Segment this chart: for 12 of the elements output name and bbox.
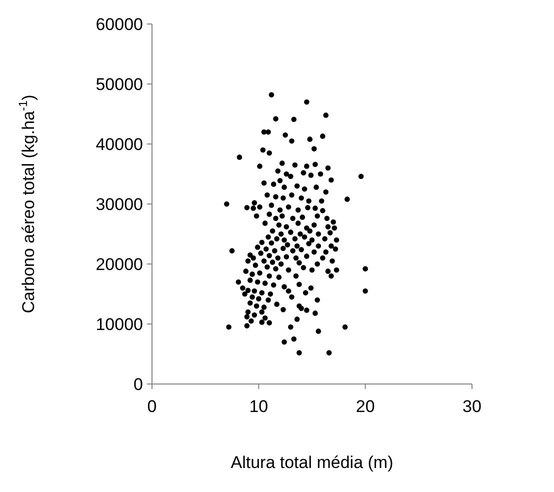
x-axis-title: Altura total média (m) xyxy=(230,453,394,472)
x-tick-label: 20 xyxy=(356,397,375,416)
y-tick-label: 30000 xyxy=(96,194,143,214)
y-tick-label: 20000 xyxy=(96,254,143,274)
y-tick-label: 60000 xyxy=(96,14,143,34)
x-tick-label: 10 xyxy=(249,397,268,416)
y-tick-label: 40000 xyxy=(96,134,143,154)
x-tick-label: 30 xyxy=(462,397,482,416)
y-tick-label: 0 xyxy=(134,374,143,394)
y-tick-label: 10000 xyxy=(96,314,143,334)
y-tick-label: 50000 xyxy=(96,74,143,94)
x-tick-label: 0 xyxy=(147,397,157,416)
